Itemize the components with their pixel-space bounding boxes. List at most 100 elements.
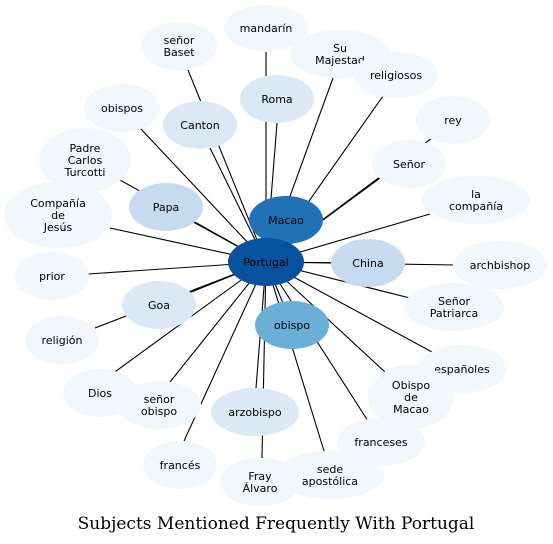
- node-senor-obispo-label: señor: [144, 393, 175, 406]
- node-padre-carlos-label: Padre: [70, 142, 101, 155]
- node-su-majestad-label: Majestad: [315, 54, 365, 67]
- node-la-compania-shape: [422, 176, 530, 224]
- node-china-shape: [331, 239, 405, 287]
- node-padre-carlos-shape: [39, 128, 131, 192]
- node-compania-jesus-shape: [4, 182, 112, 248]
- node-rey-shape: [416, 96, 490, 144]
- node-senor-baset-label: Baset: [163, 46, 195, 59]
- node-senor-baset-label: señor: [164, 34, 195, 47]
- node-la-compania-label: la: [471, 188, 481, 201]
- node-compania-jesus-label: Compañía: [30, 197, 86, 210]
- node-senor-shape: [372, 140, 446, 188]
- node-arzobispo[interactable]: arzobispo: [211, 388, 299, 436]
- node-senor-obispo-shape: [117, 381, 201, 429]
- node-mandarin-label: mandarín: [240, 22, 293, 35]
- node-fray-alvaro-label: Álvaro: [243, 482, 278, 495]
- node-senor-obispo-label: obispo: [141, 405, 177, 418]
- node-su-majestad-label: Su: [333, 42, 347, 55]
- node-religion-label: religión: [42, 334, 83, 347]
- node-obispos-shape: [84, 84, 160, 132]
- node-canton-shape: [163, 101, 237, 149]
- edge-portugal-sede-apostolica: [265, 261, 325, 452]
- node-obispos[interactable]: obispos: [84, 84, 160, 132]
- node-prior-label: prior: [39, 270, 65, 283]
- node-religiosos[interactable]: religiosos: [354, 52, 438, 98]
- node-religiosos-label: religiosos: [370, 69, 422, 82]
- node-center-label: Portugal: [243, 256, 289, 269]
- node-franceses[interactable]: franceses: [337, 418, 425, 466]
- node-canton-label: Canton: [180, 119, 219, 132]
- diagram-title: Subjects Mentioned Frequently With Portu…: [78, 514, 475, 534]
- node-macao[interactable]: Macao: [249, 196, 323, 244]
- node-mandarin-shape: [224, 5, 308, 51]
- node-obispo-macao-label: Obispo: [392, 379, 430, 392]
- node-frances-label: francés: [160, 459, 201, 472]
- node-dios-label: Dios: [88, 387, 112, 400]
- node-senor[interactable]: Señor: [372, 140, 446, 188]
- node-espanoles-label: españoles: [434, 363, 490, 376]
- node-center[interactable]: Portugal: [228, 238, 304, 286]
- node-obispo-label: obispo: [274, 319, 310, 332]
- node-compania-jesus-label: Jesús: [43, 221, 73, 234]
- node-goa-shape: [122, 281, 196, 329]
- node-sede-apostolica-label: sede: [317, 463, 343, 476]
- node-religion[interactable]: religión: [25, 316, 99, 364]
- node-arzobispo-shape: [211, 388, 299, 436]
- node-goa[interactable]: Goa: [122, 281, 196, 329]
- node-rey[interactable]: rey: [416, 96, 490, 144]
- node-macao-label: Macao: [268, 214, 304, 227]
- node-papa[interactable]: Papa: [129, 183, 203, 231]
- node-macao-shape: [249, 196, 323, 244]
- node-mandarin[interactable]: mandarín: [224, 5, 308, 51]
- node-frances-shape: [143, 441, 217, 489]
- node-center-shape: [228, 238, 304, 286]
- node-goa-label: Goa: [148, 299, 170, 312]
- node-la-compania-label: compañía: [449, 200, 503, 213]
- node-sede-apostolica-label: apostólica: [302, 475, 358, 488]
- node-senor-patriarca-shape: [404, 283, 504, 331]
- node-senor-patriarca-label: Patriarca: [430, 307, 479, 320]
- node-senor-patriarca-label: Señor: [438, 295, 470, 308]
- node-archbishop-label: archbishop: [470, 259, 531, 272]
- node-frances[interactable]: francés: [143, 441, 217, 489]
- node-canton[interactable]: Canton: [163, 101, 237, 149]
- node-religiosos-shape: [354, 52, 438, 98]
- node-franceses-shape: [337, 418, 425, 466]
- node-china-label: China: [352, 257, 383, 270]
- node-papa-label: Papa: [153, 201, 180, 214]
- node-arzobispo-label: arzobispo: [228, 406, 282, 419]
- node-religion-shape: [25, 316, 99, 364]
- node-obispo-shape: [255, 301, 329, 349]
- node-obispo-macao-shape: [368, 365, 454, 429]
- node-roma-shape: [240, 75, 314, 123]
- node-rey-label: rey: [444, 114, 462, 127]
- edge-portugal-obispos: [139, 127, 267, 263]
- node-franceses-label: franceses: [354, 436, 407, 449]
- node-obispo-macao-label: Macao: [393, 403, 429, 416]
- node-archbishop-shape: [453, 241, 547, 289]
- node-senor-label: Señor: [393, 158, 425, 171]
- node-china[interactable]: China: [331, 239, 405, 287]
- node-archbishop[interactable]: archbishop: [453, 241, 547, 289]
- node-sede-apostolica-shape: [276, 451, 384, 499]
- node-prior[interactable]: prior: [15, 252, 89, 300]
- node-obispos-label: obispos: [101, 102, 143, 115]
- node-fray-alvaro-label: Fray: [248, 470, 272, 483]
- node-roma[interactable]: Roma: [240, 75, 314, 123]
- node-obispo-macao-label: de: [404, 391, 418, 404]
- node-obispo[interactable]: obispo: [255, 301, 329, 349]
- node-padre-carlos-label: Turcotti: [64, 166, 106, 179]
- node-senor-baset-shape: [141, 22, 217, 70]
- node-compania-jesus-label: de: [51, 209, 65, 222]
- node-prior-shape: [15, 252, 89, 300]
